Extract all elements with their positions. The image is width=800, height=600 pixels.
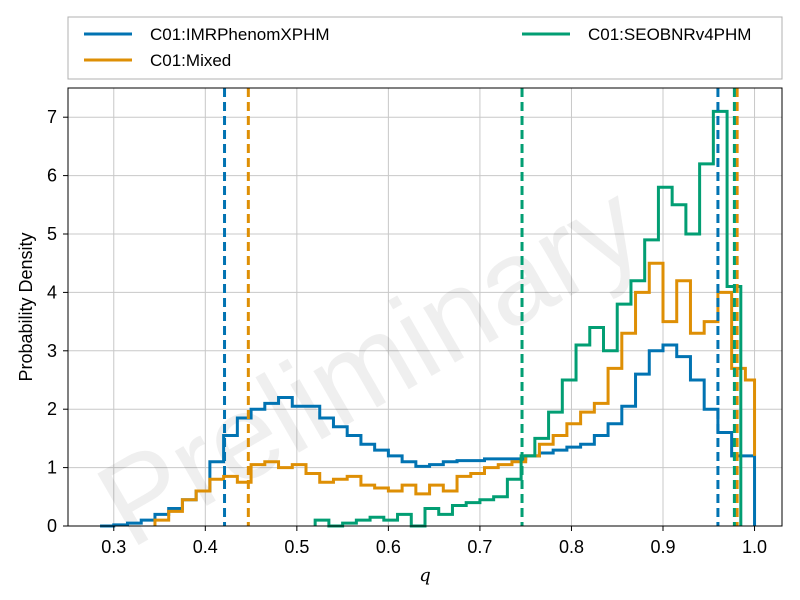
y-tick-label: 2 xyxy=(47,399,57,419)
y-tick-label: 6 xyxy=(47,166,57,186)
x-tick-label: 0.6 xyxy=(376,537,401,557)
histogram-series-c01-mixed xyxy=(153,261,757,526)
x-tick-label: 0.4 xyxy=(193,537,218,557)
y-tick-label: 1 xyxy=(47,458,57,478)
series-layer xyxy=(100,109,757,528)
legend: C01:IMRPhenomXPHM C01:Mixed C01:SEOBNRv4… xyxy=(67,16,783,80)
y-axis-label: Probability Density xyxy=(16,232,36,381)
y-tick-label: 5 xyxy=(47,224,57,244)
x-tick-label: 0.5 xyxy=(284,537,309,557)
x-axis-label: q xyxy=(419,565,431,586)
x-tick-label: 1.0 xyxy=(742,537,767,557)
x-tick-label: 0.7 xyxy=(467,537,492,557)
y-tick-label: 0 xyxy=(47,516,57,536)
y-tick-label: 7 xyxy=(47,107,57,127)
plot-frame xyxy=(67,87,783,527)
legend-frame xyxy=(67,16,783,80)
plot-area: Preliminary xyxy=(67,87,783,573)
grid xyxy=(68,88,782,527)
credible-interval-lines xyxy=(223,88,739,526)
x-tick-label: 0.3 xyxy=(101,537,126,557)
x-axis: 0.3 0.4 0.5 0.6 0.7 0.8 0.9 1.0 xyxy=(101,526,767,557)
y-axis: 0 1 2 3 4 5 6 7 xyxy=(47,107,68,536)
histogram-series-c01-seobnrv4phm xyxy=(313,109,743,528)
y-tick-label: 4 xyxy=(47,282,57,302)
legend-label-seobnrv4phm: C01:SEOBNRv4PHM xyxy=(588,25,751,44)
legend-label-mixed: C01:Mixed xyxy=(150,51,231,70)
x-tick-label: 0.8 xyxy=(559,537,584,557)
y-tick-label: 3 xyxy=(47,341,57,361)
legend-label-imrphenomxphm: C01:IMRPhenomXPHM xyxy=(150,25,330,44)
x-tick-label: 0.9 xyxy=(650,537,675,557)
